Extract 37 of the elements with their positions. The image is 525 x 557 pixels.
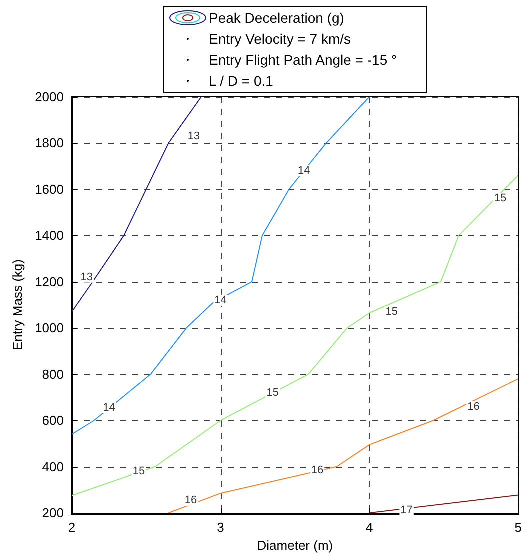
text: Entry Velocity = 7 km/s	[209, 31, 351, 47]
y-tick-label: 1800	[35, 136, 64, 151]
y-tick-label: 1200	[35, 274, 64, 290]
legend-title: Peak Deceleration (g)	[209, 10, 344, 26]
annotation: 15	[386, 306, 398, 318]
annotation: 16	[468, 400, 480, 413]
annotation: 13	[80, 271, 94, 284]
y-tick-label: 200	[42, 506, 64, 521]
line-series	[72, 96, 202, 312]
y-tick-label: 600	[42, 413, 64, 428]
annotation: 14	[214, 294, 227, 306]
x-tick-label: 5	[514, 520, 522, 536]
annotation: 14	[103, 402, 116, 414]
annotation: 16	[184, 494, 198, 506]
y-tick-label: 1000	[35, 320, 64, 336]
y-tick-label: 1400	[35, 228, 64, 244]
y-tick-label: 800	[42, 366, 64, 382]
annotation: 15	[494, 192, 507, 205]
x-axis-title: Diameter (m)	[257, 538, 334, 553]
annotation: 13	[188, 130, 200, 142]
y-tick-label: 1600	[35, 182, 64, 197]
line-series	[72, 175, 519, 496]
y-tick-label: 2000	[35, 90, 64, 104]
annotation: 14	[298, 164, 310, 177]
line-series	[72, 96, 370, 436]
line-series	[168, 378, 519, 514]
annotation: 17	[400, 504, 413, 516]
annotation: 15	[266, 386, 279, 399]
annotation: 16	[311, 464, 324, 476]
y-axis-title: Entry Mass (kg)	[10, 260, 26, 351]
annotation: 15	[132, 465, 146, 478]
y-tick-label: 400	[42, 459, 64, 474]
x-tick-label: 3	[217, 520, 224, 536]
x-tick-label: 4	[366, 520, 374, 536]
text: Entry Flight Path Angle = -15 °	[209, 52, 398, 68]
x-tick-label: 2	[68, 520, 76, 536]
text: L / D = 0.1	[209, 73, 274, 89]
